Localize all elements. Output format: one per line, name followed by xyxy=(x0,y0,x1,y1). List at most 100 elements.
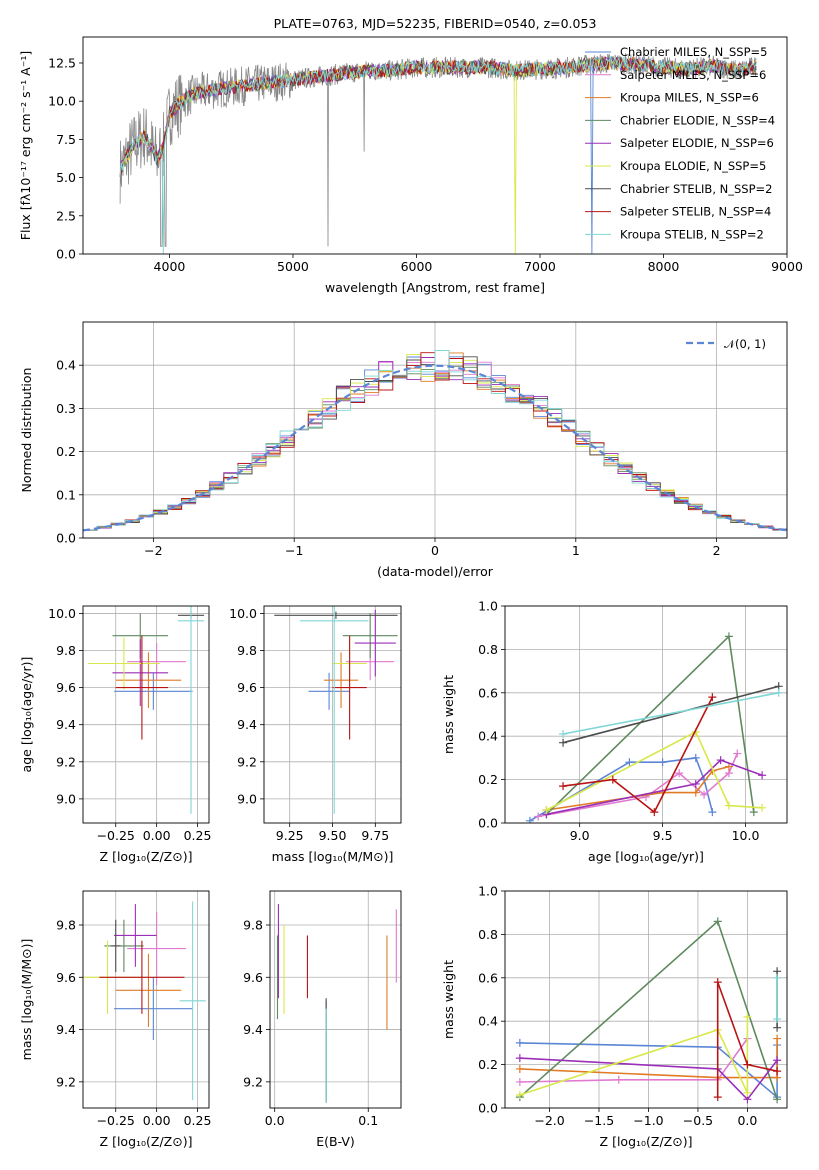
axes-frame xyxy=(82,36,788,255)
plus-marker xyxy=(614,1075,623,1084)
errorbar-point xyxy=(114,672,193,710)
plus-marker xyxy=(733,749,742,758)
legend-entry: Chabrier ELODIE, N_SSP=4 xyxy=(620,113,775,127)
plus-marker xyxy=(713,917,722,926)
x-tick-label: 5000 xyxy=(277,259,309,274)
y-tick-label: 9.8 xyxy=(237,643,257,658)
x-tick-label: 9.5 xyxy=(653,828,673,843)
axes-frame xyxy=(269,890,402,1109)
plus-marker xyxy=(691,788,700,797)
y-tick-label: 9.4 xyxy=(56,1022,76,1037)
y-tick-label: 9.6 xyxy=(56,680,76,695)
plus-marker xyxy=(773,1056,782,1065)
x-tick-label: 2 xyxy=(713,543,721,558)
x-ticks: −0.25 0.00 0.25 xyxy=(97,606,212,843)
y-tick-label: 2.5 xyxy=(56,208,76,223)
y-tick-label: 10.0 xyxy=(48,94,76,109)
plus-marker xyxy=(773,1095,782,1104)
y-axis-label: mass weight xyxy=(441,675,456,754)
plus-marker xyxy=(700,790,709,799)
plus-marker xyxy=(559,738,568,747)
x-axis-label: Z [log₁₀(Z/Z⊙)] xyxy=(600,1134,693,1149)
x-tick-label: −1 xyxy=(285,543,303,558)
panel-mass-vs-Z: −0.25 0.00 0.25 9.2 9.4 9.6 9.8 Z [log₁₀(Z/Z⊙)]… xyxy=(19,890,212,1149)
plus-marker xyxy=(724,801,733,810)
x-tick-label: −2 xyxy=(144,543,162,558)
plot-area xyxy=(83,901,206,1101)
x-ticks: −2.0 −1.5 −1.0 −0.5 0.0 xyxy=(534,891,757,1128)
x-tick-label: 10.0 xyxy=(732,828,760,843)
y-ticks: 0.0 0.1 0.2 0.3 0.4 xyxy=(56,358,787,546)
x-tick-label: 9.25 xyxy=(276,828,304,843)
panel-residuals: −2 −1 0 1 2 0.0 0.1 0.2 0.3 0.4 (data-model)/error… xyxy=(19,321,788,579)
plot-area xyxy=(274,606,398,814)
weight-series-line xyxy=(546,759,763,816)
weight-series-line xyxy=(562,685,779,744)
panel-age-vs-Z: −0.25 0.00 0.25 9.0 9.2 9.4 9.6 9.8 10.0 Z [log₁₀… xyxy=(19,605,212,864)
x-axis-label: (data-model)/error xyxy=(377,564,494,579)
panel-spectrum: 4000 5000 6000 7000 8000 9000 0.0 2.5 5.0 7.5 10.0… xyxy=(18,16,803,295)
y-tick-label: 9.2 xyxy=(243,1074,263,1089)
panel-weight-vs-Z: −2.0 −1.5 −1.0 −0.5 0.0 0.0 0.2 0.4 0.6 0.8 1.0 Z [… xyxy=(441,884,788,1149)
plus-marker xyxy=(691,753,700,762)
x-tick-label: 6000 xyxy=(401,259,433,274)
plot-area xyxy=(87,606,205,814)
x-tick-label: 9000 xyxy=(771,259,803,274)
y-tick-label: 0.4 xyxy=(478,729,498,744)
y-axis-label: Normed distribution xyxy=(19,368,34,493)
plus-marker xyxy=(774,688,783,697)
y-ticks: 0.0 0.2 0.4 0.6 0.8 1.0 xyxy=(478,599,787,831)
x-axis-label: E(B-V) xyxy=(316,1134,355,1149)
x-ticks: 0.0 0.1 xyxy=(265,891,378,1128)
errorbar-point xyxy=(110,919,121,973)
x-tick-label: 0.25 xyxy=(184,1113,212,1128)
x-tick-label: 0.0 xyxy=(265,1113,285,1128)
errorbar-point xyxy=(114,904,157,967)
plus-marker xyxy=(713,1093,722,1102)
y-tick-label: 0.4 xyxy=(478,1014,498,1029)
y-tick-label: 12.5 xyxy=(48,55,76,70)
x-axis-label: mass [log₁₀(M/M⊙)] xyxy=(272,849,394,864)
y-axis-label: age [log₁₀(age/yr)] xyxy=(19,657,34,773)
errorbar-point xyxy=(115,953,182,1027)
plus-marker xyxy=(625,758,634,767)
y-tick-label: 9.0 xyxy=(237,791,257,806)
y-tick-label: 0.1 xyxy=(56,487,76,502)
axes-frame xyxy=(504,605,788,824)
y-tick-label: 0.2 xyxy=(56,444,76,459)
y-tick-label: 0.6 xyxy=(478,685,498,700)
legend-entry: Salpeter STELIB, N_SSP=4 xyxy=(620,205,771,219)
plus-marker xyxy=(515,1038,524,1047)
plus-marker xyxy=(515,1054,524,1063)
x-tick-label: 7000 xyxy=(524,259,556,274)
y-ticks: 0.0 2.5 5.0 7.5 10.0 12.5 xyxy=(48,55,83,262)
plus-marker xyxy=(515,1090,524,1099)
y-tick-label: 9.2 xyxy=(56,1074,76,1089)
axes-frame xyxy=(82,605,210,824)
plus-marker xyxy=(515,1077,524,1086)
errorbar-point xyxy=(177,606,205,814)
x-tick-label: 9.75 xyxy=(361,828,389,843)
x-tick-label: −1.5 xyxy=(584,1113,614,1128)
legend-entry: Kroupa MILES, N_SSP=6 xyxy=(620,91,759,105)
x-tick-label: 1 xyxy=(572,543,580,558)
errorbar-point xyxy=(127,643,187,681)
plus-marker xyxy=(675,769,684,778)
x-tick-label: 0 xyxy=(431,543,439,558)
plus-marker xyxy=(542,805,551,814)
plus-marker xyxy=(658,758,667,767)
x-tick-label: −0.25 xyxy=(97,1113,135,1128)
weight-series-line xyxy=(545,634,755,815)
errorbar-point xyxy=(99,940,185,1014)
y-tick-label: 1.0 xyxy=(478,884,498,899)
plot-area xyxy=(119,53,757,254)
x-axis-label: age [log₁₀(age/yr)] xyxy=(588,849,704,864)
x-axis-label: Z [log₁₀(Z/Z⊙)] xyxy=(100,849,193,864)
axes-frame xyxy=(263,605,402,824)
plus-marker xyxy=(708,808,717,817)
y-tick-label: 0.0 xyxy=(56,247,76,262)
x-tick-label: 4000 xyxy=(154,259,186,274)
y-tick-label: 9.8 xyxy=(243,917,263,932)
x-tick-label: 9.0 xyxy=(570,828,590,843)
x-tick-label: 0.25 xyxy=(184,828,212,843)
